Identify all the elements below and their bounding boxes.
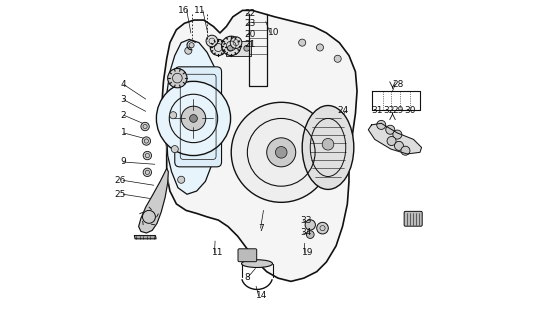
Polygon shape <box>138 168 168 233</box>
Text: 22: 22 <box>244 9 255 18</box>
Circle shape <box>227 45 233 51</box>
Polygon shape <box>165 40 221 194</box>
Circle shape <box>387 136 396 145</box>
Text: 26: 26 <box>115 176 126 185</box>
Circle shape <box>171 145 178 153</box>
Text: 7: 7 <box>258 224 264 233</box>
Text: 33: 33 <box>301 216 312 225</box>
Circle shape <box>393 130 402 139</box>
Circle shape <box>181 106 206 131</box>
Polygon shape <box>135 236 156 239</box>
Bar <box>226 41 251 55</box>
Circle shape <box>377 121 386 129</box>
Text: 16: 16 <box>178 6 189 15</box>
Circle shape <box>168 68 187 88</box>
Circle shape <box>299 39 306 46</box>
Text: 30: 30 <box>404 106 416 115</box>
Circle shape <box>305 220 315 230</box>
Text: 8: 8 <box>245 273 251 282</box>
Text: 34: 34 <box>301 228 312 237</box>
Polygon shape <box>368 123 421 154</box>
Text: 31: 31 <box>371 106 383 115</box>
Text: 19: 19 <box>302 249 314 258</box>
Circle shape <box>141 122 149 131</box>
Circle shape <box>142 210 156 223</box>
Ellipse shape <box>241 260 272 268</box>
Text: MOTOR
PARTS: MOTOR PARTS <box>197 134 307 190</box>
Text: 1: 1 <box>121 128 126 137</box>
Circle shape <box>275 146 287 158</box>
Text: 23: 23 <box>244 19 256 29</box>
Text: 32: 32 <box>383 106 394 115</box>
Circle shape <box>316 44 324 51</box>
Circle shape <box>142 137 151 145</box>
Text: 10: 10 <box>267 29 279 38</box>
Polygon shape <box>162 10 357 281</box>
Text: 28: 28 <box>393 80 404 89</box>
Circle shape <box>244 45 250 51</box>
Text: 21: 21 <box>244 40 256 49</box>
Text: 2: 2 <box>121 111 126 120</box>
Circle shape <box>317 222 329 234</box>
Circle shape <box>210 40 226 55</box>
Circle shape <box>267 138 296 167</box>
Circle shape <box>401 146 410 155</box>
Circle shape <box>231 102 331 202</box>
Circle shape <box>322 138 334 150</box>
FancyBboxPatch shape <box>404 211 422 226</box>
Text: 29: 29 <box>393 106 404 115</box>
FancyBboxPatch shape <box>238 249 257 262</box>
Circle shape <box>178 176 185 183</box>
Text: 25: 25 <box>115 190 126 199</box>
Text: 11: 11 <box>212 249 224 258</box>
Text: 20: 20 <box>244 30 256 39</box>
Circle shape <box>206 35 217 47</box>
Circle shape <box>176 78 183 85</box>
Circle shape <box>143 151 152 160</box>
Circle shape <box>189 43 194 48</box>
Text: 9: 9 <box>120 157 126 167</box>
Ellipse shape <box>302 106 354 190</box>
Text: 4: 4 <box>121 80 126 89</box>
Circle shape <box>170 112 177 119</box>
Circle shape <box>221 36 241 55</box>
Circle shape <box>334 55 341 62</box>
Circle shape <box>394 141 404 150</box>
Text: 3: 3 <box>121 95 126 104</box>
Circle shape <box>230 37 242 49</box>
Circle shape <box>190 115 197 122</box>
Circle shape <box>185 47 192 54</box>
Text: 14: 14 <box>256 291 267 300</box>
Circle shape <box>156 81 231 156</box>
Circle shape <box>306 231 314 238</box>
FancyBboxPatch shape <box>175 67 221 167</box>
Circle shape <box>386 125 395 134</box>
Text: 11: 11 <box>194 6 205 15</box>
Circle shape <box>143 168 152 177</box>
Text: 24: 24 <box>337 106 349 115</box>
